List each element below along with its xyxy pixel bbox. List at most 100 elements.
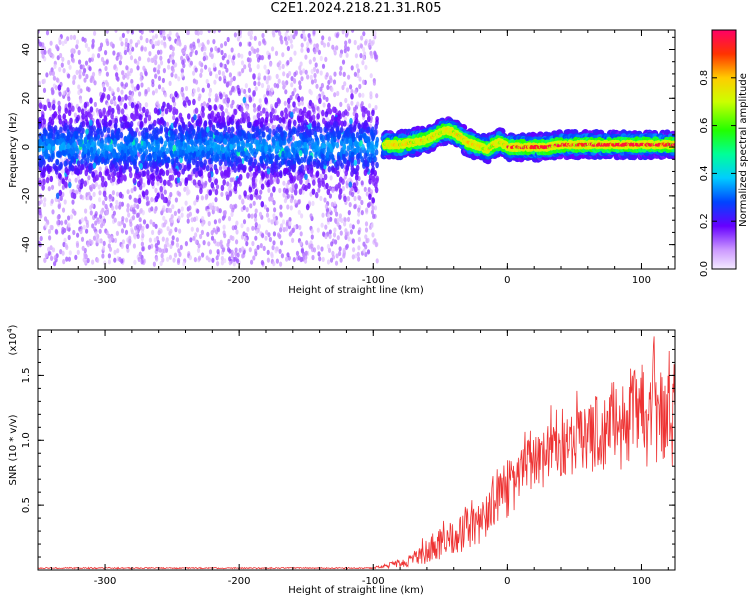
spectrogram-mark <box>284 89 288 95</box>
spectrogram-mark <box>125 65 129 71</box>
spectrogram-mark <box>243 164 247 172</box>
spectrogram-mark <box>151 35 155 41</box>
spectrogram-mark <box>361 122 365 129</box>
spectrogram-mark <box>96 139 101 147</box>
spectrogram-mark <box>319 195 323 201</box>
spectrogram-mark <box>214 178 219 185</box>
spectrogram-mark <box>256 64 260 70</box>
spectrogram-mark <box>140 46 144 52</box>
spectrogram-mark <box>242 231 246 237</box>
spectrogram-mark <box>344 109 348 116</box>
spectrogram-mark <box>368 193 372 200</box>
spectrogram-mark <box>293 199 297 205</box>
spectrogram-mark <box>196 247 201 253</box>
spectrogram-mark <box>324 203 328 210</box>
spectrogram-mark <box>341 84 345 91</box>
spectrogram-mark <box>91 38 95 44</box>
spectrogram-mark <box>99 42 104 48</box>
spectrogram-mark <box>179 244 183 250</box>
spectrogram-mark <box>166 256 170 262</box>
spectrogram-mark <box>316 244 320 250</box>
spectrogram-mark <box>59 137 63 144</box>
spectrogram-mark <box>62 113 67 120</box>
spectrogram-mark <box>193 200 197 206</box>
spectrogram-mark <box>270 251 274 257</box>
spectrogram-mark <box>326 135 331 142</box>
spectrogram-mark <box>269 91 273 97</box>
spectrogram-mark <box>40 114 45 121</box>
spectrogram-mark <box>253 151 257 158</box>
spectrogram-mark <box>51 90 55 96</box>
spectrogram-mark <box>173 210 177 216</box>
spectrogram-mark <box>145 37 149 44</box>
spectrogram-mark <box>349 117 353 125</box>
spectrogram-mark <box>101 156 105 164</box>
spectrogram-mark <box>150 166 154 173</box>
spectrogram-mark <box>52 163 57 170</box>
spectrogram-mark <box>255 119 260 127</box>
spectrogram-mark <box>375 136 380 144</box>
spectrogram-mark <box>317 251 321 257</box>
spectrogram-mark <box>305 240 309 246</box>
spectrogram-mark <box>128 96 132 102</box>
spectrogram-mark <box>209 47 214 53</box>
spectrogram-mark <box>89 210 93 216</box>
spectrogram-mark <box>292 101 296 108</box>
spectrogram-mark <box>265 79 269 85</box>
spectrogram-mark <box>156 240 160 246</box>
spectrogram-mark <box>335 45 339 51</box>
spectrogram-mark <box>353 71 357 77</box>
spectrogram-mark <box>350 65 354 71</box>
spectrogram-mark <box>227 54 231 60</box>
spectrogram-mark <box>81 120 86 128</box>
spectrogram-mark <box>55 192 60 199</box>
spectrogram-mark <box>255 130 259 138</box>
spectrogram-mark <box>42 167 47 174</box>
spectrogram-mark <box>47 186 51 192</box>
spectrogram-mark <box>284 112 289 120</box>
spectrogram-mark <box>284 152 289 159</box>
spectrogram-mark <box>148 237 152 243</box>
spectrogram-mark <box>324 111 329 118</box>
spectrogram-mark <box>336 235 340 241</box>
spectrogram-mark <box>198 60 202 66</box>
spectrogram-mark <box>129 68 133 74</box>
spectrogram-mark <box>340 217 344 224</box>
spectrogram-mark <box>254 222 258 228</box>
spectrogram-mark <box>267 75 271 81</box>
spectrogram-mark <box>191 158 196 166</box>
spectrogram-mark <box>347 236 351 242</box>
spectrogram-mark <box>80 178 84 185</box>
spectrogram-mark <box>148 133 153 140</box>
spectrogram-mark <box>46 163 50 171</box>
spectrogram-mark <box>349 84 353 90</box>
spectrogram-mark <box>264 98 269 105</box>
spectrogram-mark <box>321 35 325 41</box>
spectrogram-mark <box>289 198 293 204</box>
spectrogram-mark <box>249 34 253 41</box>
spectrogram-mark <box>339 65 343 71</box>
spectrogram-mark <box>314 191 319 199</box>
spectrogram-mark <box>326 259 331 265</box>
spectrogram-mark <box>100 223 104 229</box>
spectrogram-mark <box>330 138 334 145</box>
page-title: C2E1.2024.218.21.31.R05 <box>270 1 442 16</box>
spectrogram-mark <box>297 255 301 261</box>
spectrogram-mark <box>169 191 173 198</box>
spectrogram-mark <box>238 41 242 47</box>
spectrogram-mark <box>123 102 128 110</box>
spectrogram-mark <box>357 229 361 235</box>
spectrogram-mark <box>266 207 270 213</box>
spectrogram-mark <box>186 218 190 224</box>
spectrogram-mark <box>364 159 368 166</box>
spectrogram-mark <box>142 141 147 148</box>
spectrogram-mark <box>208 189 213 196</box>
spectrogram-mark <box>113 122 118 130</box>
spectrogram-mark <box>190 138 194 146</box>
spectrogram-mark <box>347 210 351 216</box>
spectrogram-mark <box>214 197 218 203</box>
spectrogram-mark <box>271 46 275 52</box>
spectrogram-mark <box>176 140 181 147</box>
spectrogram-mark <box>249 147 253 154</box>
spectrogram-mark <box>173 150 178 157</box>
